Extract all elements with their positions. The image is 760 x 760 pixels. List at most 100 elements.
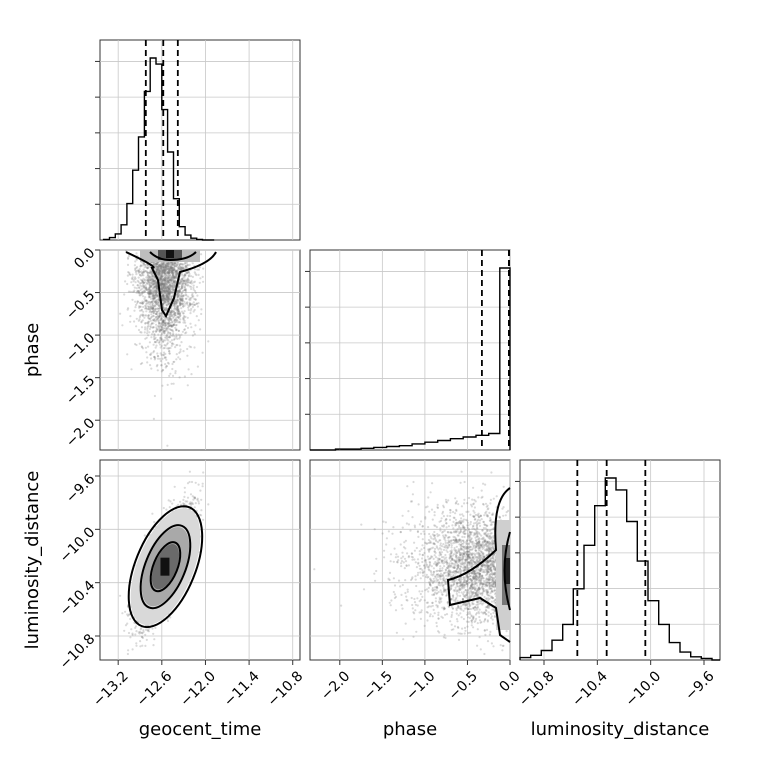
scatter-point (141, 279, 144, 282)
scatter-point (165, 358, 168, 361)
scatter-point (151, 310, 154, 313)
scatter-point (145, 638, 148, 642)
scatter-point (139, 278, 142, 281)
scatter-point (150, 283, 154, 287)
scatter-point (160, 268, 163, 271)
scatter-point (186, 354, 189, 357)
scatter-point (148, 292, 152, 295)
scatter-point (182, 350, 185, 353)
scatter-point (147, 305, 150, 308)
scatter-point (177, 309, 180, 312)
scatter-point (167, 362, 170, 365)
scatter-point (143, 331, 146, 334)
scatter-point (159, 269, 162, 272)
scatter-point (168, 291, 171, 294)
scatter-point (164, 298, 168, 301)
scatter-point (169, 317, 172, 320)
scatter-point (201, 485, 204, 488)
scatter-point (166, 383, 169, 386)
scatter-point (182, 312, 185, 315)
scatter-point (143, 534, 146, 537)
scatter-point (177, 291, 180, 294)
scatter-point (167, 297, 170, 301)
scatter-point (176, 295, 179, 298)
scatter-point (141, 287, 144, 290)
scatter-point (194, 272, 197, 275)
scatter-point (162, 339, 165, 342)
scatter-point (174, 265, 177, 268)
scatter-point (186, 263, 189, 266)
scatter-point (151, 275, 154, 278)
scatter-point (142, 271, 145, 274)
scatter-point (176, 305, 179, 309)
scatter-point (190, 326, 193, 329)
scatter-point (161, 302, 164, 306)
scatter-point (165, 277, 168, 280)
scatter-point (168, 297, 171, 300)
scatter-point (152, 311, 155, 315)
scatter-point (152, 351, 155, 354)
scatter-point (179, 268, 182, 271)
scatter-point (130, 281, 133, 284)
scatter-point (162, 354, 165, 357)
scatter-point (147, 292, 150, 295)
scatter-point (126, 274, 129, 277)
scatter-point (133, 264, 136, 267)
scatter-point (183, 310, 186, 313)
scatter-point (200, 312, 203, 316)
scatter-point (184, 321, 187, 324)
scatter-point (137, 269, 140, 272)
scatter-point (150, 300, 153, 303)
scatter-point (162, 292, 165, 295)
scatter-point (160, 275, 163, 278)
scatter-point (183, 274, 187, 277)
scatter-point (157, 266, 160, 269)
scatter-point (177, 294, 180, 298)
scatter-point (140, 345, 143, 348)
scatter-point (150, 313, 153, 316)
scatter-point (148, 292, 151, 295)
scatter-point (166, 286, 170, 289)
scatter-point (163, 283, 166, 286)
scatter-point (146, 327, 149, 330)
scatter-point (144, 296, 147, 299)
scatter-point (144, 305, 147, 308)
scatter-point (163, 346, 166, 350)
scatter-point (165, 317, 168, 320)
panel-hist-geocent-time (99, 39, 301, 241)
scatter-point (142, 262, 145, 265)
scatter-point (177, 267, 181, 270)
scatter-point (165, 286, 168, 289)
scatter-point (149, 307, 153, 310)
scatter-point (179, 348, 182, 351)
scatter-point (172, 498, 175, 502)
scatter-point (147, 320, 150, 323)
scatter-point (188, 263, 191, 266)
scatter-point (161, 283, 164, 286)
scatter-point (163, 276, 166, 280)
scatter-point (160, 289, 163, 293)
scatter-point (135, 343, 138, 347)
scatter-point (142, 282, 145, 285)
scatter-point (170, 291, 174, 294)
scatter-point (168, 268, 172, 271)
scatter-point (144, 346, 147, 349)
scatter-point (154, 262, 157, 265)
scatter-point (178, 320, 181, 324)
scatter-point (162, 306, 165, 309)
scatter-point (160, 285, 163, 288)
scatter-point (172, 332, 175, 335)
scatter-point (159, 318, 162, 321)
scatter-point (194, 298, 197, 301)
scatter-point (162, 506, 165, 510)
scatter-point (149, 289, 152, 292)
scatter-point (142, 305, 145, 309)
scatter-point (156, 307, 159, 310)
scatter-point (173, 360, 176, 363)
scatter-point (192, 284, 195, 287)
scatter-point (167, 288, 170, 291)
scatter-point (133, 320, 136, 323)
scatter-point (178, 344, 181, 347)
scatter-point (147, 276, 150, 279)
scatter-point (172, 343, 175, 346)
